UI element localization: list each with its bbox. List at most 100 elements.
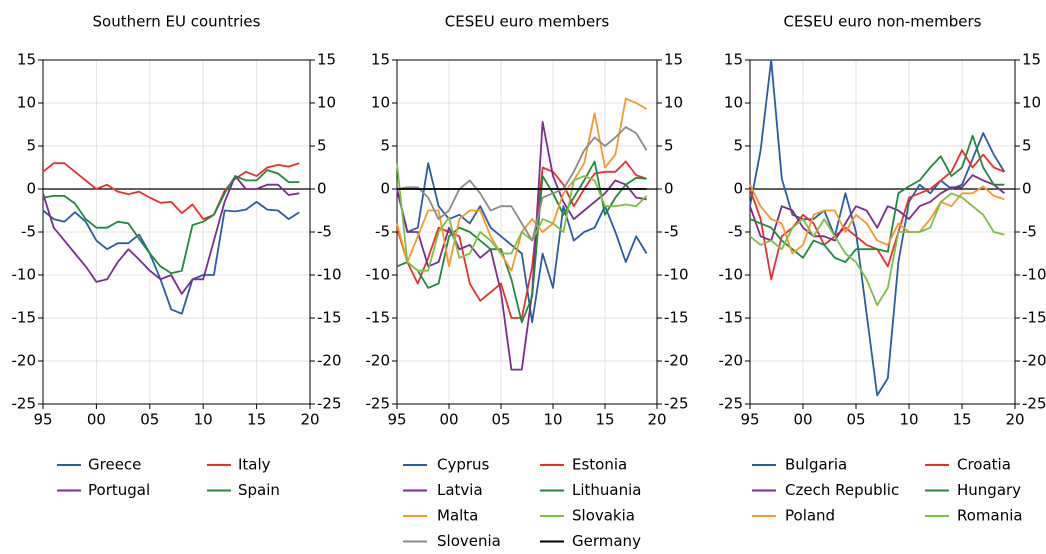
legend-label: Cyprus: [437, 456, 490, 474]
y-tick-label: -20: [366, 352, 391, 370]
plot-frame: [396, 59, 658, 405]
legend-label: Slovakia: [572, 507, 635, 525]
y2-tick-label: -20: [664, 352, 689, 370]
x-tick-label: 00: [793, 411, 812, 429]
y2-tick-label: -20: [1022, 352, 1046, 370]
panel-title: Southern EU countries: [93, 13, 261, 31]
x-tick-label: 10: [194, 411, 213, 429]
y-tick-label: -15: [12, 309, 37, 327]
x-tick-label: 20: [1005, 411, 1024, 429]
y2-tick-label: -10: [1022, 266, 1046, 284]
x-tick-label: 15: [952, 411, 971, 429]
panel-title: CESEU euro non-members: [783, 13, 981, 31]
x-tick-label: 95: [387, 411, 406, 429]
y2-tick-label: 15: [317, 51, 336, 69]
x-tick-label: 05: [491, 411, 510, 429]
y2-tick-label: 0: [664, 180, 674, 198]
plot-frame: [42, 59, 311, 405]
y-tick-label: 10: [371, 94, 390, 112]
legend-label: Poland: [785, 507, 835, 525]
x-tick-label: 20: [647, 411, 666, 429]
y-tick-label: 0: [26, 180, 36, 198]
y-tick-label: 10: [724, 94, 743, 112]
plot-frame: [749, 59, 1016, 405]
series-line: [396, 160, 647, 324]
y2-tick-label: -25: [664, 395, 689, 413]
y-tick-label: -20: [719, 352, 744, 370]
legend-label: Czech Republic: [785, 481, 899, 499]
series-line: [396, 121, 647, 371]
y-tick-label: -25: [366, 395, 391, 413]
legend-label: Greece: [88, 456, 141, 474]
y-tick-label: 5: [733, 137, 743, 155]
legend-label: Malta: [437, 507, 478, 525]
y2-tick-label: 5: [1022, 137, 1032, 155]
x-tick-label: 15: [595, 411, 614, 429]
x-tick-label: 10: [543, 411, 562, 429]
series-line: [396, 126, 648, 242]
y2-tick-label: -5: [1022, 223, 1037, 241]
y-tick-label: -10: [719, 266, 744, 284]
y2-tick-label: 10: [664, 94, 683, 112]
y2-tick-label: 0: [1022, 180, 1032, 198]
x-tick-label: 05: [846, 411, 865, 429]
y2-tick-label: 5: [317, 137, 327, 155]
y-tick-label: 0: [733, 180, 743, 198]
y-tick-label: -5: [21, 223, 36, 241]
y2-tick-label: -15: [317, 309, 342, 327]
y2-tick-label: -10: [664, 266, 689, 284]
panel-title: CESEU euro members: [445, 13, 610, 31]
x-tick-label: 10: [899, 411, 918, 429]
y2-tick-label: 10: [317, 94, 336, 112]
legend-label: Italy: [238, 456, 271, 474]
y2-tick-label: 15: [1022, 51, 1041, 69]
y2-tick-label: 10: [1022, 94, 1041, 112]
x-tick-label: 00: [439, 411, 458, 429]
x-tick-label: 15: [247, 411, 266, 429]
y2-tick-label: -15: [1022, 309, 1046, 327]
series-line: [396, 163, 648, 272]
series-line: [396, 160, 647, 319]
series-line: [42, 175, 300, 295]
y-tick-label: 5: [380, 137, 390, 155]
y-tick-label: -10: [12, 266, 37, 284]
y2-tick-label: -25: [1022, 395, 1046, 413]
x-tick-label: 05: [140, 411, 159, 429]
y-tick-label: -15: [719, 309, 744, 327]
y-tick-label: -15: [366, 309, 391, 327]
series-line: [749, 192, 1005, 306]
legend-label: Hungary: [957, 481, 1021, 499]
x-tick-label: 95: [33, 411, 52, 429]
y-tick-label: 5: [26, 137, 36, 155]
series-line: [42, 162, 300, 220]
y2-tick-label: 15: [664, 51, 683, 69]
series-line: [749, 184, 1005, 255]
y2-tick-label: -15: [664, 309, 689, 327]
y2-tick-label: -5: [317, 223, 332, 241]
legend-label: Spain: [238, 481, 280, 499]
y-tick-label: 0: [380, 180, 390, 198]
y2-tick-label: -20: [317, 352, 342, 370]
y2-tick-label: -25: [317, 395, 342, 413]
legend-label: Latvia: [437, 481, 483, 499]
y-tick-label: -20: [12, 352, 37, 370]
series-line: [749, 174, 1005, 242]
x-tick-label: 20: [300, 411, 319, 429]
y-tick-label: -25: [719, 395, 744, 413]
y2-tick-label: 5: [664, 137, 674, 155]
x-tick-label: 00: [87, 411, 106, 429]
y2-tick-label: -5: [664, 223, 679, 241]
series-line: [749, 134, 1005, 263]
x-tick-label: 95: [740, 411, 759, 429]
y-tick-label: -10: [366, 266, 391, 284]
y2-tick-label: -10: [317, 266, 342, 284]
series-line: [42, 169, 300, 275]
series-line: [749, 59, 1006, 397]
y2-tick-label: 0: [317, 180, 327, 198]
series-line: [749, 149, 1005, 281]
legend-label: Estonia: [572, 456, 627, 474]
legend-label: Slovenia: [437, 532, 501, 550]
y-tick-label: -5: [375, 223, 390, 241]
series-line: [42, 201, 300, 315]
